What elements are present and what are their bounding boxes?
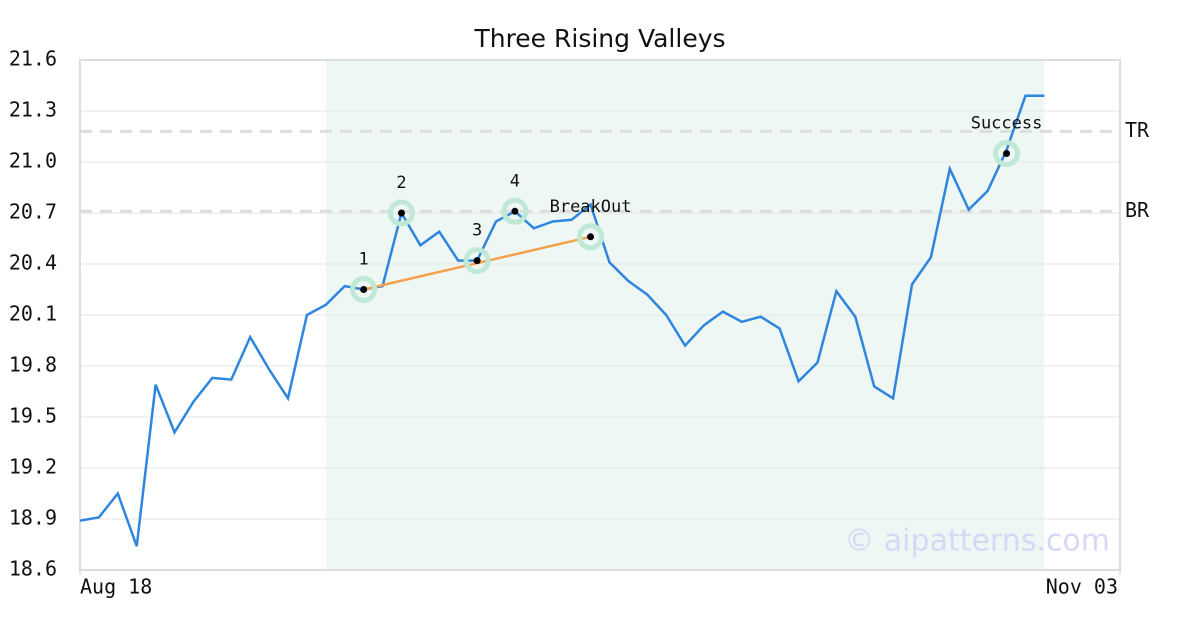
pivot-label: Success (971, 114, 1043, 134)
pivot-halo (350, 276, 378, 303)
y-tick-label: 20.7 (9, 200, 57, 224)
y-tick-label: 20.1 (9, 302, 57, 326)
pivot-halo (577, 223, 605, 251)
pivot-dot (360, 286, 368, 293)
pivot-label: BreakOut (550, 197, 632, 217)
pivot-label: 3 (472, 221, 482, 241)
watermark: © aipatterns.com (844, 524, 1110, 559)
y-tick-label: 20.4 (9, 251, 57, 275)
pivot-dot (473, 257, 481, 265)
pivot-label: 1 (359, 250, 369, 270)
plot-frame (79, 59, 1121, 571)
y-tick-label: 19.8 (9, 353, 57, 377)
pivot-halo (463, 247, 491, 275)
y-tick-label: 21.6 (9, 47, 57, 71)
pivot-dot (587, 233, 595, 241)
pivot-label: 2 (396, 173, 406, 193)
chart-title: Three Rising Valleys (473, 24, 725, 53)
y-tick-label: 18.6 (9, 557, 57, 581)
y-tick-label: 19.5 (9, 404, 57, 428)
x-tick-label: Aug 18 (80, 575, 152, 599)
pivot-dot (511, 207, 519, 215)
price-line (79, 94, 1045, 547)
level-label: TR (1125, 118, 1150, 142)
pivot-label: 4 (510, 171, 520, 191)
pivot-halo (501, 197, 529, 225)
pivot-halo (387, 199, 415, 227)
pivot-dot (1003, 150, 1011, 157)
level-label: BR (1125, 198, 1150, 222)
y-tick-label: 18.9 (9, 506, 57, 530)
y-tick-label: 21.3 (9, 98, 57, 122)
y-tick-label: 21.0 (9, 149, 57, 173)
x-tick-label: Nov 03 (1046, 575, 1118, 599)
pivot-dot (397, 209, 405, 217)
pivot-halo (993, 140, 1021, 167)
y-tick-label: 19.2 (9, 455, 57, 479)
